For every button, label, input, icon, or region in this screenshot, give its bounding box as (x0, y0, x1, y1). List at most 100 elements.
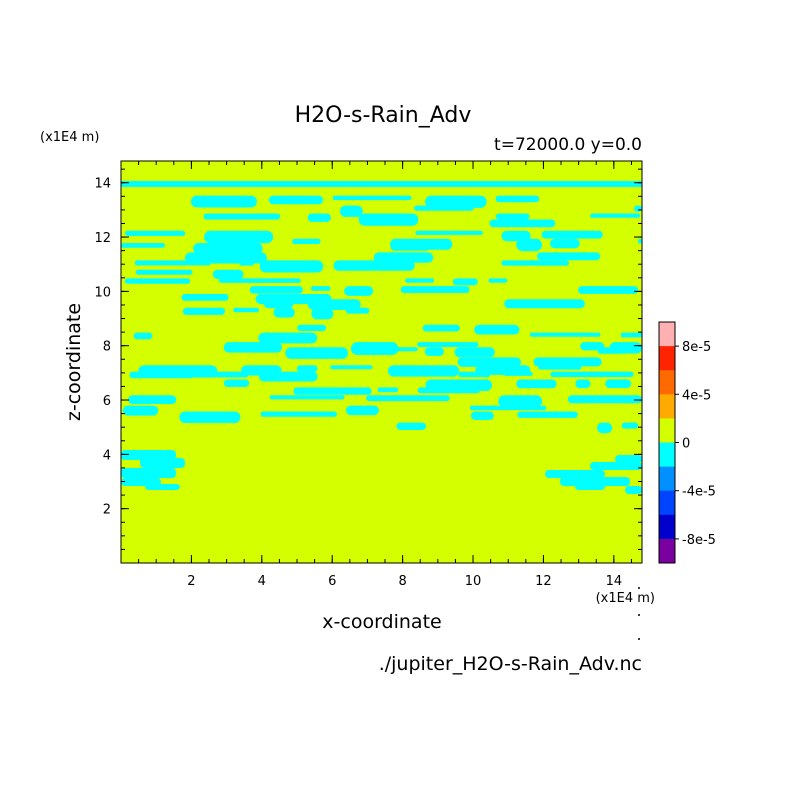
contour-region (330, 365, 373, 370)
x-tick-label: 12 (535, 574, 552, 589)
negative-contour-regions (121, 181, 642, 494)
colorbar-segment (659, 418, 675, 443)
contour-region (297, 324, 327, 331)
contour-region (260, 411, 337, 417)
chart-subtitle: t=72000.0 y=0.0 (494, 135, 642, 155)
contour-region (567, 395, 642, 404)
contour-region (308, 299, 361, 310)
plot-area: 2 4 6 8 10 12 14 2 4 6 8 10 12 14 (94, 160, 643, 589)
x-tick-label: 4 (258, 574, 266, 589)
contour-region (575, 484, 605, 490)
contour-region (620, 332, 642, 338)
contour-region (133, 332, 153, 340)
contour-region (621, 422, 639, 429)
contour-region (590, 213, 641, 218)
x-tick-label: 8 (398, 574, 406, 589)
contour-region (345, 307, 370, 314)
contour-region (400, 286, 470, 293)
contour-region (530, 332, 601, 337)
contour-region (545, 470, 605, 478)
contour-region (388, 365, 460, 377)
colorbar-segment (659, 538, 675, 564)
contour-region (340, 205, 363, 217)
contour-region (637, 238, 642, 244)
contour-region (597, 422, 613, 434)
y-tick-label: 12 (94, 231, 111, 246)
contour-region (239, 260, 255, 266)
colorbar-label: -4e-5 (682, 485, 716, 500)
contour-region (233, 307, 259, 313)
contour-region (292, 238, 321, 244)
contour-region (203, 213, 281, 220)
contour-region (634, 205, 642, 212)
contour-region (504, 299, 585, 309)
contour-region (121, 181, 642, 187)
y-unit-label: (x1E4 m) (40, 130, 99, 145)
contour-region (533, 357, 602, 367)
contour-region (458, 371, 491, 378)
colorbar-label: 4e-5 (682, 388, 711, 403)
contour-region (273, 307, 295, 318)
contour-region (140, 458, 185, 468)
contour-region (469, 405, 547, 411)
contour-region (516, 238, 542, 252)
contour-region (425, 195, 487, 208)
source-file-label: ./jupiter_H2O-s-Rain_Adv.nc (379, 653, 642, 675)
colorbar-segment (659, 346, 675, 371)
contour-region (503, 371, 533, 376)
marker-dot (638, 638, 640, 640)
contour-region (134, 260, 212, 266)
contour-region (578, 286, 639, 294)
contour-region (223, 342, 282, 353)
contour-region (390, 243, 430, 251)
y-tick-label: 14 (94, 177, 111, 192)
colorbar-segment (659, 466, 675, 491)
contour-region (259, 260, 324, 273)
contour-region (258, 332, 318, 344)
colorbar-segment (659, 370, 675, 395)
colorbar-labels: 8e-5 4e-5 0 -4e-5 -8e-5 (675, 340, 716, 548)
contour-region (182, 307, 225, 315)
contour-region (145, 484, 180, 490)
contour-region (206, 371, 249, 378)
contour-region (121, 450, 176, 460)
contour-region (204, 230, 274, 244)
y-tick-label: 8 (103, 340, 111, 355)
contour-region (498, 395, 543, 407)
contour-region (537, 252, 601, 261)
contour-region (474, 324, 520, 335)
contour-region (417, 387, 480, 394)
contour-region (125, 230, 186, 236)
chart-title: H2O-s-Rain_Adv (295, 103, 472, 128)
contour-region (344, 286, 374, 296)
contour-region (249, 286, 303, 294)
contour-region (285, 347, 348, 359)
colorbar-segment (659, 514, 675, 540)
contour-region (517, 411, 578, 418)
contour-region (597, 347, 626, 354)
marker-dot (638, 614, 640, 616)
contour-region (311, 307, 334, 320)
contour-region (615, 455, 642, 463)
contour-region (212, 269, 244, 279)
y-axis-label: z-coordinate (63, 303, 85, 421)
colorbar (658, 321, 676, 564)
contour-region (332, 195, 412, 201)
contour-region (590, 462, 642, 470)
contour-region (405, 278, 434, 283)
colorbar-segment (659, 442, 675, 467)
marker-dot (638, 587, 640, 589)
x-tick-label: 14 (606, 574, 623, 589)
contour-region (501, 230, 531, 242)
contour-region (489, 219, 556, 228)
contour-region (488, 278, 508, 283)
contour-region (424, 347, 444, 356)
contour-region (366, 395, 450, 402)
plot-frame (120, 160, 643, 564)
y-tick-label: 2 (103, 503, 111, 518)
contour-region (550, 238, 580, 249)
contour-region (495, 213, 530, 220)
contour-region (415, 230, 483, 235)
y-tick-label: 10 (94, 285, 111, 300)
contour-region (516, 379, 557, 389)
